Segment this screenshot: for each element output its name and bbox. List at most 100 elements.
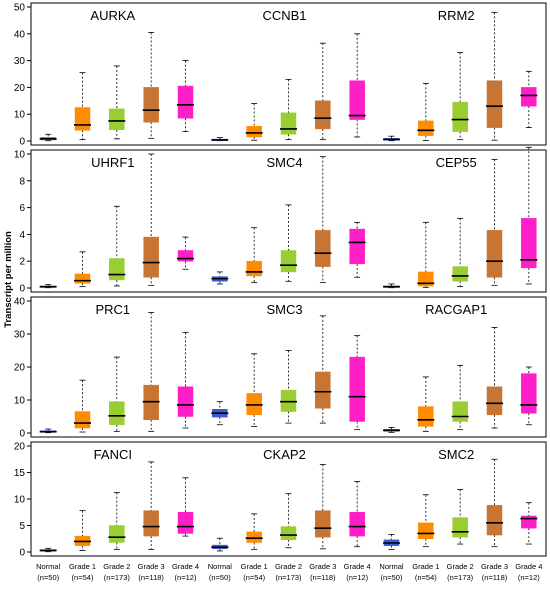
x-group-label: Grade 3: [481, 562, 508, 571]
x-group-label: Grade 1: [241, 562, 268, 571]
box-uhrf1-grade-3: [143, 236, 159, 278]
box-racgap1-grade-2: [452, 401, 468, 422]
box-prc1-grade-4: [177, 386, 194, 417]
box-fanci-grade-2: [109, 525, 125, 543]
x-group-count: (n=50): [209, 573, 231, 582]
box-prc1-grade-3: [143, 384, 159, 421]
x-group-count: (n=50): [381, 573, 403, 582]
box-smc3-grade-3: [315, 371, 331, 409]
box-uhrf1-grade-2: [109, 258, 125, 281]
x-group-label: Grade 4: [344, 562, 371, 571]
gene-title-uhrf1: UHRF1: [91, 155, 134, 170]
box-smc3-grade-4: [349, 356, 365, 422]
gene-title-racgap1: RACGAP1: [425, 302, 487, 317]
x-group-label: Grade 4: [515, 562, 542, 571]
y-tick-label: 40: [14, 297, 26, 308]
y-tick-label: 0: [19, 429, 25, 440]
box-racgap1-grade-3: [486, 386, 503, 416]
box-cep55-grade-4: [521, 218, 537, 269]
box-aurka-grade-4: [177, 85, 194, 119]
y-tick-label: 50: [14, 3, 26, 14]
box-ckap2-grade-1: [246, 531, 262, 543]
y-tick-label: 6: [19, 203, 25, 214]
y-tick-label: 0: [19, 137, 25, 148]
x-group-count: (n=173): [104, 573, 131, 582]
box-cep55-grade-1: [418, 271, 434, 287]
box-uhrf1-grade-4: [177, 250, 194, 262]
box-rrm2-grade-3: [486, 80, 503, 128]
box-smc4-grade-3: [315, 230, 331, 267]
box-racgap1-grade-4: [521, 373, 537, 414]
box-ccnb1-grade-1: [246, 126, 262, 138]
x-group-label: Normal: [36, 562, 61, 571]
box-smc2-grade-4: [521, 515, 537, 529]
x-group-count: (n=173): [447, 573, 474, 582]
box-cep55-grade-3: [486, 230, 503, 278]
box-rrm2-grade-4: [521, 87, 537, 107]
box-aurka-grade-3: [143, 87, 159, 123]
y-tick-label: 20: [14, 363, 26, 374]
box-smc4-grade-2: [280, 250, 297, 273]
y-tick-label: 10: [14, 110, 26, 121]
box-fanci-grade-4: [177, 512, 194, 534]
box-ckap2-grade-3: [315, 510, 331, 538]
gene-title-fanci: FANCI: [94, 447, 132, 462]
y-tick-label: 10: [14, 495, 26, 506]
box-aurka-grade-1: [74, 107, 91, 131]
x-group-label: Grade 2: [275, 562, 302, 571]
x-group-label: Grade 2: [447, 562, 474, 571]
gene-title-prc1: PRC1: [95, 302, 130, 317]
x-group-label: Normal: [208, 562, 233, 571]
box-ccnb1-grade-4: [349, 80, 365, 120]
y-tick-label: 20: [14, 442, 26, 453]
x-group-label: Grade 1: [69, 562, 96, 571]
x-group-label: Normal: [379, 562, 404, 571]
x-group-count: (n=173): [275, 573, 302, 582]
box-cep55-grade-2: [452, 266, 468, 282]
x-group-count: (n=54): [415, 573, 437, 582]
box-ccnb1-grade-2: [280, 112, 297, 135]
box-uhrf1-grade-1: [74, 273, 91, 284]
y-tick-label: 10: [14, 396, 26, 407]
gene-title-aurka: AURKA: [90, 8, 135, 23]
box-smc2-grade-1: [418, 522, 434, 539]
box-ckap2-grade-2: [280, 526, 297, 541]
y-tick-label: 15: [14, 468, 26, 479]
x-group-count: (n=12): [346, 573, 368, 582]
x-group-label: Grade 3: [138, 562, 165, 571]
x-group-count: (n=50): [37, 573, 59, 582]
box-rrm2-grade-2: [452, 101, 468, 132]
x-group-count: (n=118): [310, 573, 336, 582]
box-racgap1-grade-1: [418, 406, 434, 427]
gene-title-cep55: CEP55: [436, 155, 477, 170]
x-group-label: Grade 4: [172, 562, 199, 571]
y-tick-label: 2: [19, 257, 25, 268]
panel-frame: [30, 2, 547, 146]
y-tick-label: 8: [19, 176, 25, 187]
y-tick-label: 10: [14, 150, 26, 161]
y-tick-label: 0: [19, 548, 25, 559]
box-smc3-grade-2: [280, 389, 297, 412]
panel-frame: [30, 149, 547, 293]
box-prc1-grade-1: [74, 411, 91, 429]
y-tick-label: 20: [14, 83, 26, 94]
box-smc4-grade-4: [349, 228, 365, 265]
x-group-count: (n=12): [518, 573, 540, 582]
y-tick-label: 0: [19, 284, 25, 295]
y-axis-title: Transcript per million: [3, 231, 14, 328]
box-smc2-grade-3: [486, 505, 503, 536]
box-prc1-grade-2: [109, 401, 125, 425]
gene-title-smc2: SMC2: [438, 447, 474, 462]
y-tick-label: 4: [19, 230, 25, 241]
box-smc2-grade-2: [452, 517, 468, 538]
y-tick-label: 40: [14, 29, 26, 40]
x-group-count: (n=54): [243, 573, 265, 582]
box-ckap2-grade-4: [349, 512, 365, 537]
box-smc3-grade-1: [246, 393, 262, 416]
box-ccnb1-grade-3: [315, 100, 331, 130]
gene-title-smc3: SMC3: [266, 302, 302, 317]
gene-title-ckap2: CKAP2: [263, 447, 306, 462]
x-group-count: (n=54): [72, 573, 94, 582]
gene-title-rrm2: RRM2: [438, 8, 475, 23]
